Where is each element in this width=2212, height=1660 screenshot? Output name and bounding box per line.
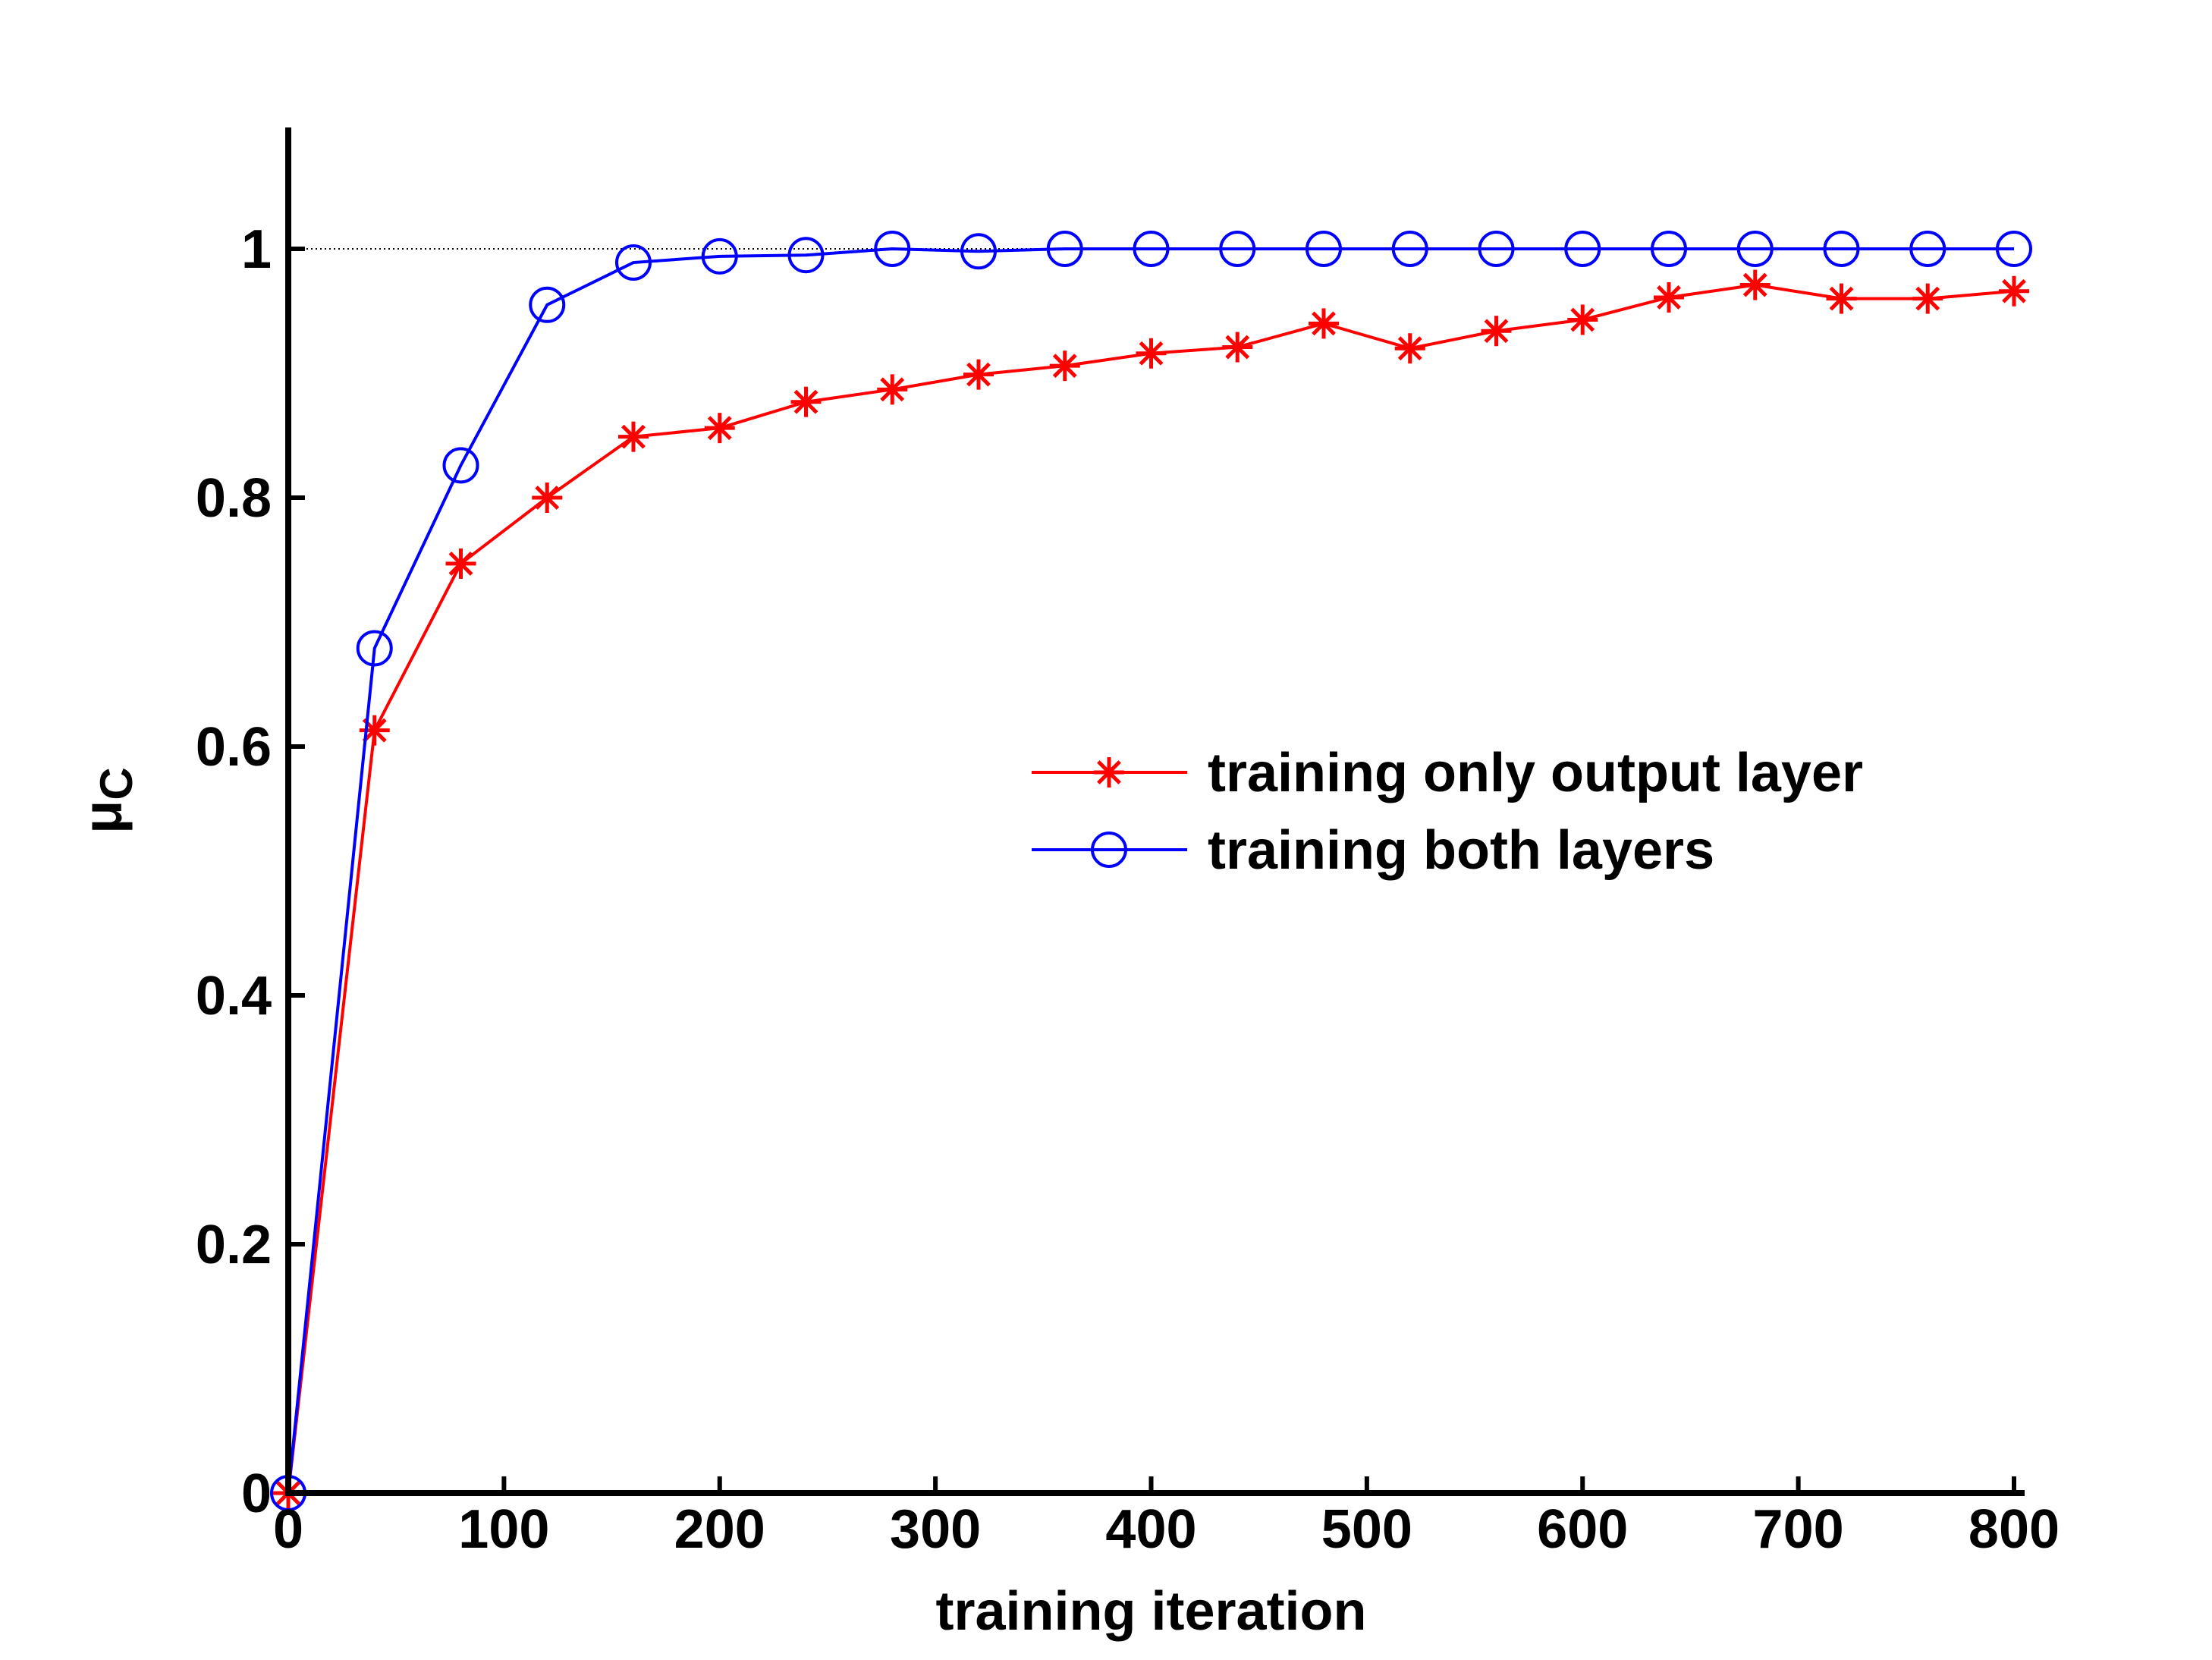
data-point-both-layers [1046,231,1083,267]
asterisk-stroke [1484,319,1509,344]
data-point-output-layer [1826,283,1857,314]
asterisk-stroke [1097,760,1121,784]
data-point-both-layers [615,244,652,281]
x-tick-label: 200 [674,1499,765,1560]
data-point-both-layers [1823,231,1860,267]
asterisk-stroke [362,718,387,743]
data-point-both-layers [1564,231,1601,267]
data-point-output-layer [532,483,563,513]
asterisk-stroke [1312,311,1336,336]
data-point-both-layers [701,237,738,275]
data-point-both-layers [442,447,479,484]
asterisk-stroke [1657,285,1681,310]
x-tick-label: 0 [273,1499,303,1560]
asterisk-stroke [1397,336,1422,361]
asterisk-stroke [1052,354,1077,379]
data-point-both-layers [1651,231,1687,267]
asterisk-stroke [966,362,991,387]
x-tick-label: 800 [1968,1499,2060,1560]
data-point-output-layer [790,386,822,417]
y-tick-label: 0.6 [196,717,272,778]
asterisk-stroke [448,552,473,576]
legend-entry-output-layer: training only output layer [1032,743,1863,803]
asterisk-stroke [1829,286,1854,311]
legend: training only output layer training both… [1032,743,1863,881]
legend-marker-circle [1091,832,1127,868]
data-point-output-layer [1136,338,1167,369]
data-point-both-layers [787,237,825,274]
data-point-output-layer [445,548,476,579]
asterisk-stroke [621,424,646,449]
y-axis-label-subscript: C [91,767,142,800]
asterisk-stroke [880,377,905,402]
data-point-output-layer [704,413,735,444]
data-point-both-layers [1306,231,1342,267]
asterisk-stroke [2002,278,2026,303]
x-tick-label: 100 [458,1499,549,1560]
legend-asterisk [1094,757,1124,788]
data-point-output-layer [1654,281,1684,313]
data-point-both-layers [529,286,566,323]
data-point-output-layer [1912,283,1943,314]
asterisk-stroke [1570,307,1595,332]
data-point-both-layers [356,630,393,667]
y-tick-label: 0.4 [196,966,272,1026]
ticks-layer: 0 100 200 300 400 500 600 700 800 0 0.2 0.4 0.6 0.8 1 [196,219,2060,1560]
data-point-both-layers [1391,231,1428,267]
series-layer [270,231,2032,1511]
y-tick-label: 1 [241,219,272,280]
series-line-output-layer [287,283,2015,1494]
y-axis-label-symbol: μ [73,800,134,834]
asterisk-stroke [535,486,560,510]
x-tick-label: 300 [890,1499,981,1560]
legend-label-both-layers: training both layers [1208,820,1714,881]
data-point-both-layers [1133,231,1170,267]
y-tick-label: 0.2 [196,1215,272,1275]
x-tick-label: 600 [1537,1499,1628,1560]
data-point-output-layer [1222,332,1253,363]
series-line-both-layers [287,247,2014,1494]
legend-circle [1091,832,1127,868]
asterisk-stroke [1139,341,1164,366]
y-tick-label: 0 [241,1464,272,1524]
x-tick-label: 500 [1321,1499,1412,1560]
data-point-both-layers [1478,231,1515,267]
asterisk-stroke [707,416,732,441]
data-point-output-layer [1567,304,1598,335]
data-point-output-layer [1739,269,1771,300]
asterisk-stroke [1915,286,1940,311]
data-point-output-layer [877,374,908,405]
data-point-both-layers [874,231,911,267]
data-point-output-layer [1999,275,2029,307]
x-axis-label: training iteration [935,1581,1366,1642]
data-point-both-layers [1736,231,1774,267]
data-point-both-layers [1909,231,1946,267]
legend-entry-both-layers: training both layers [1032,820,1714,881]
x-tick-label: 700 [1753,1499,1844,1560]
asterisk-stroke [1742,272,1767,297]
data-point-output-layer [963,359,994,390]
data-point-output-layer [1481,316,1512,347]
data-point-output-layer [1394,333,1425,364]
asterisk-stroke [1225,335,1250,360]
series-both-layers [270,231,2032,1511]
data-point-output-layer [618,421,649,452]
data-point-both-layers [1996,231,2032,267]
y-axis-label: μC [73,767,142,833]
x-tick-label: 400 [1105,1499,1196,1560]
data-point-both-layers [960,233,997,270]
series-output-layer [273,269,2029,1508]
legend-label-output-layer: training only output layer [1208,743,1863,803]
data-point-output-layer [1309,308,1339,339]
data-point-both-layers [1219,231,1256,267]
legend-marker-asterisk [1094,757,1124,788]
axes-layer [285,127,2025,1496]
data-point-output-layer [1049,351,1080,382]
y-tick-label: 0.8 [196,468,272,529]
asterisk-stroke [793,389,819,414]
